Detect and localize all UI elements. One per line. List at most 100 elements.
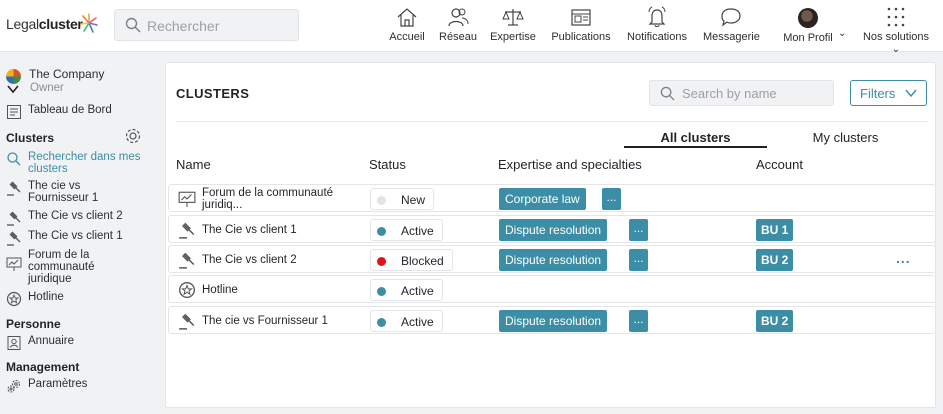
dashboard-icon bbox=[7, 105, 21, 119]
nav-home[interactable]: Accueil bbox=[389, 6, 425, 43]
presentation-icon bbox=[178, 191, 196, 207]
table-row[interactable]: The Cie vs client 2 Blocked Dispute reso… bbox=[168, 245, 936, 273]
nav-profile[interactable]: Mon Profil bbox=[781, 6, 835, 44]
table-row[interactable]: Hotline Active bbox=[168, 275, 936, 303]
search-icon bbox=[660, 86, 675, 101]
cluster-name[interactable]: The cie vs Fournisseur 1 bbox=[202, 315, 328, 327]
nav-expertise[interactable]: Expertise bbox=[490, 6, 536, 43]
account-tag[interactable]: BU 1 bbox=[756, 219, 794, 241]
sidebar-item-cluster[interactable]: The Cie vs client 2 bbox=[6, 210, 123, 226]
gavel-icon bbox=[7, 231, 21, 246]
search-icon bbox=[125, 17, 141, 33]
active-tab-indicator bbox=[624, 146, 767, 148]
grid-icon bbox=[887, 7, 905, 27]
contact-card-icon bbox=[7, 336, 21, 350]
table-row[interactable]: The Cie vs client 1 Active Dispute resol… bbox=[168, 215, 936, 243]
tab-my-clusters[interactable]: My clusters bbox=[812, 130, 879, 145]
sidebar-item-label: Hotline bbox=[28, 291, 64, 303]
status-label: Active bbox=[401, 284, 434, 298]
sidebar-search-clusters[interactable]: Rechercher dans mes clusters bbox=[6, 151, 148, 175]
table-row[interactable]: Forum de la communauté juridiq... New Co… bbox=[168, 184, 936, 212]
account-tag[interactable]: BU 2 bbox=[756, 249, 794, 271]
nav-solutions-label: Nos solutions bbox=[862, 31, 930, 43]
sidebar-item-label: Rechercher dans mes clusters bbox=[28, 151, 141, 175]
status-badge: Active bbox=[370, 279, 443, 301]
brand-logo[interactable]: Legalcluster bbox=[6, 16, 83, 32]
top-bar: Legalcluster Rechercher Accueil Réseau E… bbox=[0, 0, 943, 55]
divider bbox=[176, 121, 928, 122]
clusters-heading: Clusters bbox=[6, 131, 55, 145]
status-label: New bbox=[401, 193, 426, 207]
column-header-name[interactable]: Name bbox=[176, 157, 211, 172]
users-icon bbox=[448, 8, 469, 27]
sidebar-item-label: The Cie vs client 2 bbox=[28, 210, 123, 222]
sidebar-item-cluster[interactable]: The Cie vs client 1 bbox=[6, 230, 123, 246]
column-header-account[interactable]: Account bbox=[756, 157, 803, 172]
row-menu-button[interactable]: ... bbox=[896, 250, 911, 266]
sidebar-item-directory[interactable]: Annuaire bbox=[6, 335, 74, 351]
column-header-expertise[interactable]: Expertise and specialties bbox=[498, 157, 642, 172]
expertise-more-button[interactable]: ... bbox=[629, 249, 648, 271]
sidebar-item-label: Forum de la communauté juridique bbox=[28, 249, 95, 285]
sidebar-item-cluster[interactable]: Forum de la communauté juridique bbox=[6, 249, 118, 285]
expertise-more-button[interactable]: ... bbox=[629, 310, 648, 332]
nav-network[interactable]: Réseau bbox=[439, 6, 477, 43]
table-row[interactable]: The cie vs Fournisseur 1 Active Dispute … bbox=[168, 306, 936, 334]
status-dot bbox=[377, 318, 386, 327]
person-heading: Personne bbox=[6, 317, 61, 331]
nav-solutions[interactable]: Nos solutions ⌄ bbox=[860, 6, 932, 55]
status-dot bbox=[377, 196, 386, 205]
expertise-tag[interactable]: Dispute resolution bbox=[499, 310, 608, 332]
sidebar-item-settings[interactable]: Paramètres bbox=[6, 378, 87, 394]
company-role[interactable]: Owner bbox=[6, 82, 64, 95]
avatar bbox=[798, 8, 818, 28]
logo-star-icon bbox=[80, 13, 98, 33]
sidebar-item-cluster[interactable]: Hotline bbox=[6, 291, 64, 307]
expertise-more-button[interactable]: ... bbox=[602, 188, 621, 210]
company-name: The Company bbox=[29, 67, 105, 81]
profile-chevron-down-icon[interactable]: ⌄ bbox=[838, 28, 847, 39]
sidebar-item-label: Paramètres bbox=[28, 378, 88, 390]
expertise-tag[interactable]: Corporate law bbox=[499, 188, 586, 210]
sidebar-item-cluster[interactable]: The cie vs Fournisseur 1 bbox=[6, 180, 128, 204]
cluster-search-input[interactable]: Search by name bbox=[649, 80, 834, 106]
nav-profile-label: Mon Profil bbox=[783, 32, 833, 44]
gavel-icon bbox=[179, 252, 195, 269]
nav-messages-label: Messagerie bbox=[703, 31, 760, 43]
status-label: Active bbox=[401, 315, 434, 329]
chat-icon bbox=[721, 8, 741, 27]
filters-button[interactable]: Filters bbox=[850, 80, 927, 106]
gavel-icon bbox=[7, 181, 21, 196]
expertise-more-button[interactable]: ... bbox=[629, 219, 648, 241]
status-badge: Active bbox=[370, 310, 443, 332]
solutions-chevron-down-icon: ⌄ bbox=[891, 44, 901, 55]
newspaper-icon bbox=[571, 9, 591, 26]
nav-publications[interactable]: Publications bbox=[550, 6, 612, 43]
gear-icon[interactable] bbox=[124, 127, 142, 145]
nav-notifications[interactable]: Notifications bbox=[626, 6, 688, 43]
nav-network-label: Réseau bbox=[439, 31, 477, 43]
presentation-icon bbox=[6, 257, 22, 271]
account-tag[interactable]: BU 2 bbox=[756, 310, 794, 332]
global-search-placeholder: Rechercher bbox=[147, 18, 220, 34]
company-selector[interactable]: The Company bbox=[6, 68, 104, 84]
status-dot bbox=[377, 287, 386, 296]
tab-all-clusters[interactable]: All clusters bbox=[660, 130, 731, 145]
nav-messages[interactable]: Messagerie bbox=[703, 6, 760, 43]
sidebar-item-label: Annuaire bbox=[28, 335, 75, 347]
cluster-name[interactable]: The Cie vs client 2 bbox=[202, 254, 297, 266]
gavel-icon bbox=[179, 313, 195, 330]
column-header-status[interactable]: Status bbox=[369, 157, 406, 172]
gavel-icon bbox=[7, 211, 21, 226]
home-icon bbox=[397, 8, 417, 27]
global-search[interactable]: Rechercher bbox=[114, 9, 299, 41]
management-heading: Management bbox=[6, 360, 80, 374]
chevron-down-icon bbox=[905, 89, 917, 98]
sidebar-item-dashboard[interactable]: Tableau de Bord bbox=[6, 104, 112, 120]
cluster-name[interactable]: The Cie vs client 1 bbox=[202, 224, 297, 236]
expertise-tag[interactable]: Dispute resolution bbox=[499, 249, 608, 271]
cluster-name[interactable]: Forum de la communauté juridiq... bbox=[202, 187, 334, 211]
cluster-name[interactable]: Hotline bbox=[202, 284, 238, 296]
badge-star-icon bbox=[179, 282, 195, 298]
expertise-tag[interactable]: Dispute resolution bbox=[499, 219, 608, 241]
